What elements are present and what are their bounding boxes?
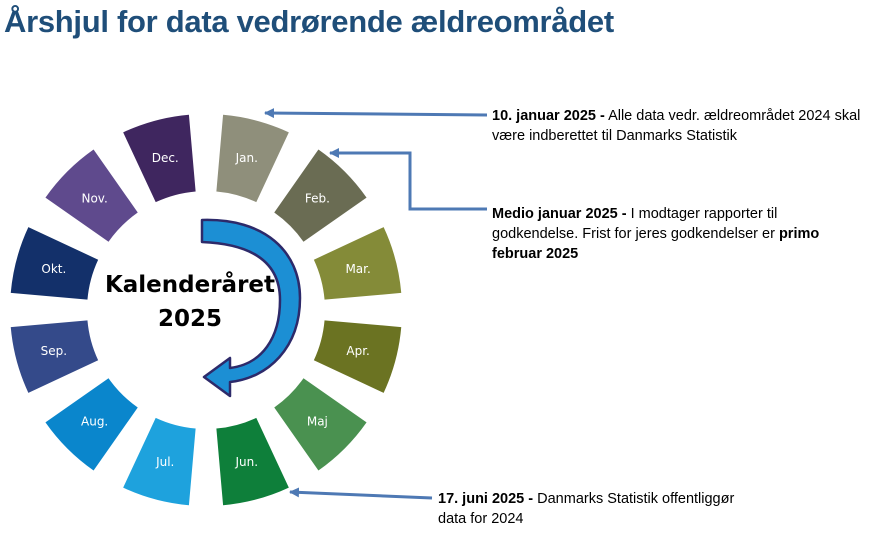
month-segment-6 bbox=[216, 417, 289, 506]
month-segment-4 bbox=[313, 320, 402, 393]
month-segment-12 bbox=[123, 114, 196, 203]
month-label-6: Jun. bbox=[234, 455, 258, 469]
month-label-11: Nov. bbox=[81, 192, 107, 206]
page-title: Årshjul for data vedrørende ældreområdet bbox=[4, 4, 614, 39]
month-segment-11 bbox=[45, 149, 138, 242]
month-label-7: Jul. bbox=[155, 455, 174, 469]
center-year: 2025 bbox=[158, 306, 222, 332]
month-segment-3 bbox=[313, 227, 402, 300]
month-label-10: Okt. bbox=[41, 262, 66, 276]
month-segment-10 bbox=[10, 227, 99, 300]
pointer-arrow-medio bbox=[329, 148, 487, 211]
note-jan-10: 10. januar 2025 - Alle data vedr. ældreo… bbox=[492, 108, 861, 144]
month-segment-1 bbox=[216, 114, 289, 203]
pointer-arrow-jun bbox=[289, 487, 433, 500]
month-label-1: Jan. bbox=[235, 151, 258, 165]
month-label-8: Aug. bbox=[81, 414, 108, 428]
month-segment-7 bbox=[123, 417, 196, 506]
month-label-3: Mar. bbox=[345, 262, 370, 276]
curved-arrow-icon bbox=[200, 218, 302, 398]
month-segment-2 bbox=[274, 149, 367, 242]
month-label-2: Feb. bbox=[305, 192, 330, 206]
month-label-12: Dec. bbox=[152, 151, 179, 165]
month-label-9: Sep. bbox=[41, 344, 67, 358]
month-label-4: Apr. bbox=[346, 344, 369, 358]
note-medio-january: Medio januar 2025 - I modtager rapporter… bbox=[492, 206, 820, 262]
month-segment-9 bbox=[10, 320, 99, 393]
month-segment-5 bbox=[274, 378, 367, 471]
month-label-5: Maj bbox=[307, 414, 328, 428]
month-segment-8 bbox=[45, 378, 138, 471]
note-jun-17: 17. juni 2025 - Danmarks Statistik offen… bbox=[438, 491, 735, 527]
pointer-arrow-jan bbox=[264, 108, 488, 119]
center-title: Kalenderåret bbox=[105, 271, 275, 298]
month-segments: Jan. Feb. Mar. Apr. Maj Jun. Jul. Aug. Sep. Okt. N… bbox=[10, 114, 402, 506]
